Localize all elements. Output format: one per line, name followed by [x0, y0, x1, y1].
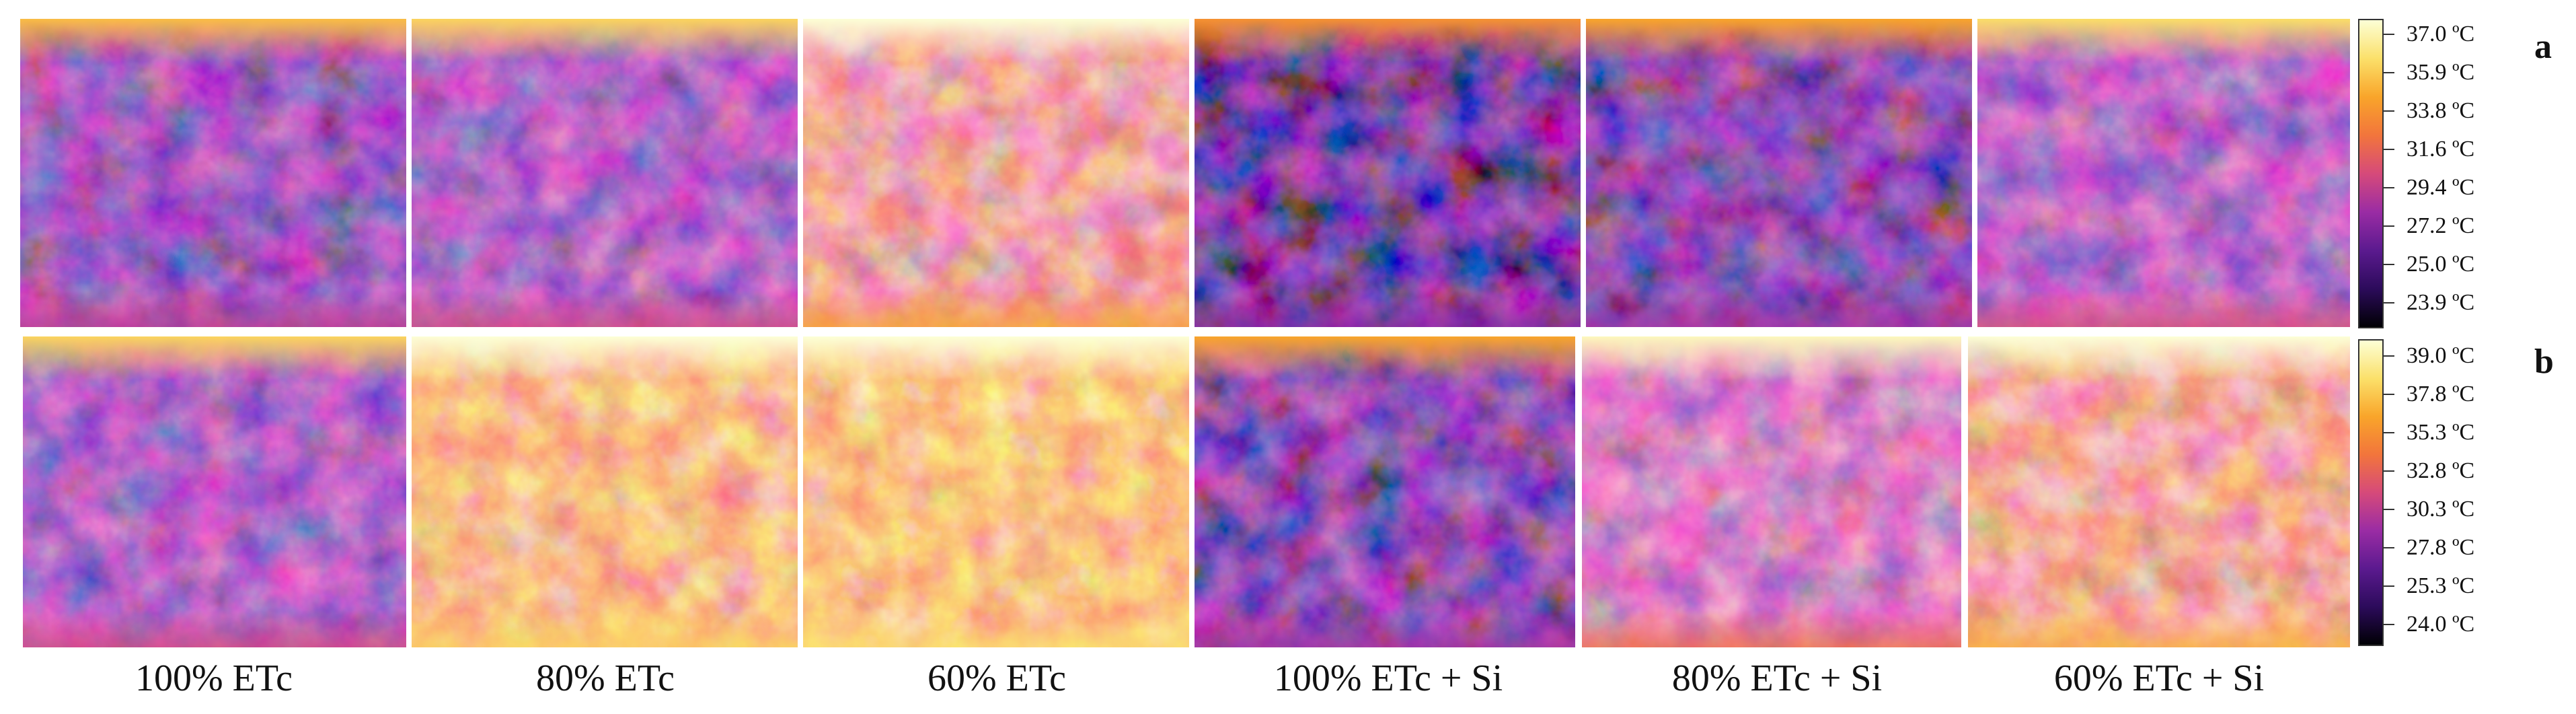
colorbar-b-tickmark	[2384, 432, 2394, 433]
colorbar-a-tickmark	[2384, 225, 2394, 227]
thermal-image-b-60-etc-si	[1968, 336, 2350, 647]
colorbar-a-tickmark	[2384, 302, 2394, 304]
colorbar-a-tickmark	[2384, 72, 2394, 73]
colorbar-b-tickmark	[2384, 355, 2394, 357]
colorbar-a-tick: 33.8 ºC	[2407, 98, 2475, 123]
thermal-image-a-100-etc	[20, 19, 406, 327]
thermal-image-a-80-etc-si	[1586, 19, 1972, 327]
column-label: 80% ETc	[535, 657, 675, 699]
column-label: 100% ETc + Si	[1273, 657, 1503, 699]
colorbar-b-tick: 32.8 ºC	[2407, 458, 2475, 483]
colorbar-a-tickmark	[2384, 187, 2394, 188]
thermal-image-a-60-etc-si	[1977, 19, 2350, 327]
colorbar-a-tick: 35.9 ºC	[2407, 60, 2475, 85]
colorbar-a-tick: 29.4 ºC	[2407, 175, 2475, 200]
colorbar-b-tickmark	[2384, 624, 2394, 625]
colorbar-b	[2358, 339, 2384, 646]
colorbar-b-tickmark	[2384, 394, 2394, 395]
colorbar-b-tick: 24.0 ºC	[2407, 612, 2475, 637]
colorbar-a-tickmark	[2384, 149, 2394, 150]
thermal-image-b-80-etc	[412, 336, 798, 647]
colorbar-b-tick: 39.0 ºC	[2407, 343, 2475, 368]
colorbar-a-tickmark	[2384, 34, 2394, 35]
row-label-a: a	[2534, 28, 2552, 66]
thermal-row-a	[0, 19, 2576, 327]
colorbar-a	[2358, 19, 2384, 328]
colorbar-b-tick: 37.8 ºC	[2407, 382, 2475, 406]
column-label: 100% ETc	[135, 657, 293, 699]
colorbar-b-tick: 35.3 ºC	[2407, 420, 2475, 445]
colorbar-b-tickmark	[2384, 509, 2394, 510]
colorbar-b-tickmark	[2384, 547, 2394, 548]
thermal-image-a-100-etc-si	[1195, 19, 1581, 327]
colorbar-a-tick: 37.0 ºC	[2407, 22, 2475, 46]
colorbar-a-tickmark	[2384, 264, 2394, 265]
thermal-image-b-100-etc	[23, 336, 406, 647]
colorbar-b-tick: 30.3 ºC	[2407, 497, 2475, 522]
thermal-image-b-100-etc-si	[1195, 336, 1575, 647]
colorbar-b-tick: 27.8 ºC	[2407, 535, 2475, 560]
colorbar-b-tickmark	[2384, 470, 2394, 472]
row-label-b: b	[2534, 343, 2554, 381]
column-label: 60% ETc	[927, 657, 1066, 699]
colorbar-a-tick: 23.9 ºC	[2407, 290, 2475, 315]
colorbar-a-tick: 27.2 ºC	[2407, 213, 2475, 238]
column-label: 80% ETc + Si	[1671, 657, 1883, 699]
column-label: 60% ETc + Si	[2053, 657, 2265, 699]
thermal-row-b	[0, 336, 2576, 647]
thermal-image-b-60-etc	[803, 336, 1189, 647]
thermal-image-b-80-etc-si	[1582, 336, 1961, 647]
colorbar-a-tick: 25.0 ºC	[2407, 252, 2475, 277]
colorbar-b-tick: 25.3 ºC	[2407, 573, 2475, 598]
colorbar-a-tick: 31.6 ºC	[2407, 137, 2475, 162]
colorbar-b-tickmark	[2384, 585, 2394, 587]
colorbar-a-tickmark	[2384, 110, 2394, 112]
thermal-image-a-60-etc	[803, 19, 1189, 327]
thermal-image-a-80-etc	[412, 19, 798, 327]
